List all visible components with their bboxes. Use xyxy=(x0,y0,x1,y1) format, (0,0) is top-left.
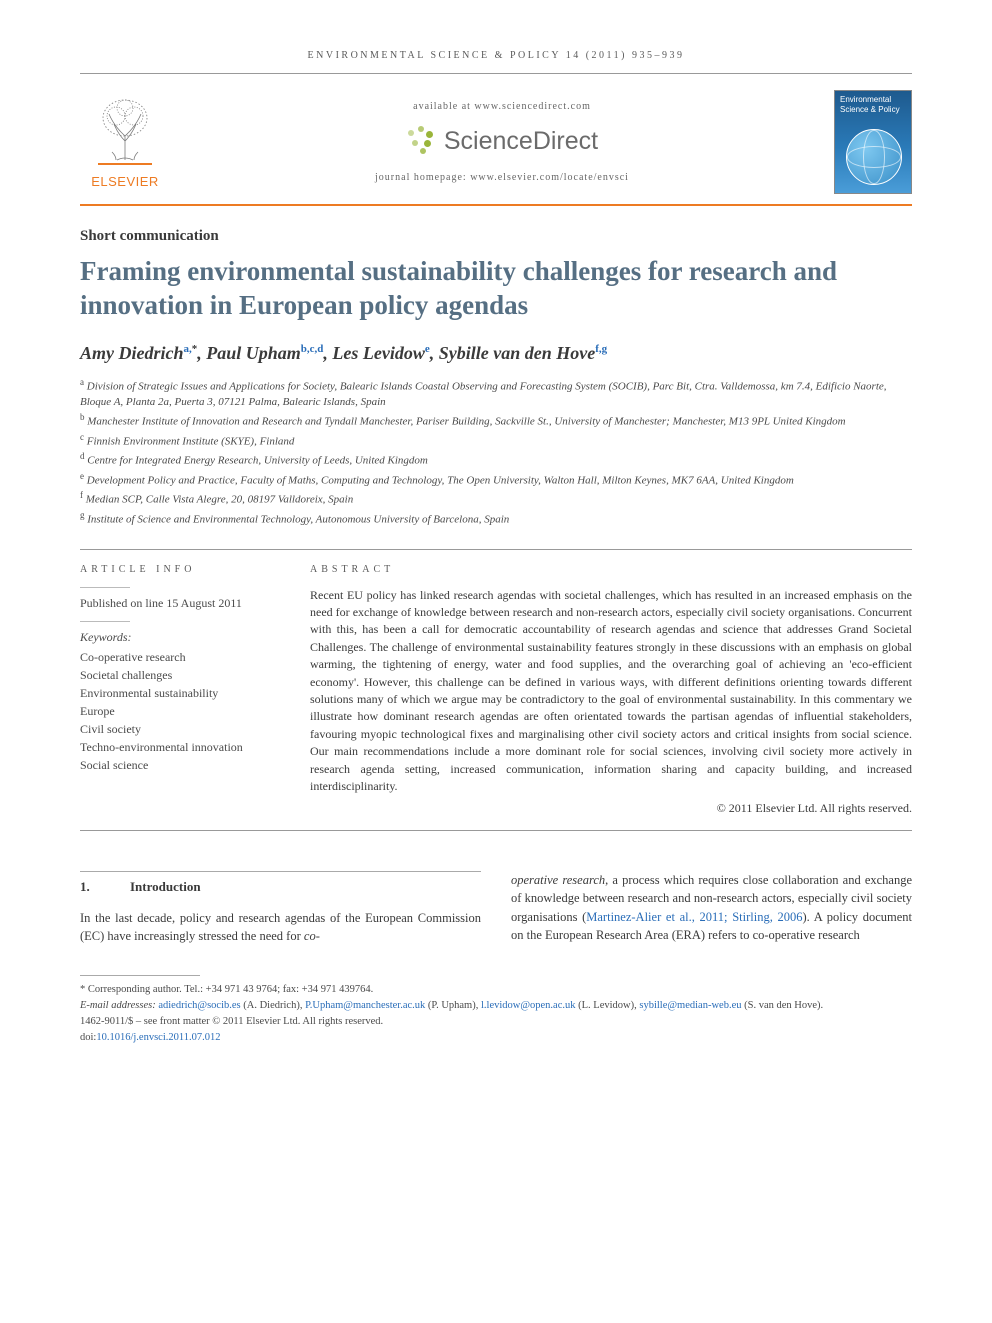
accent-rule xyxy=(80,204,912,206)
publisher-wordmark: ELSEVIER xyxy=(80,174,170,189)
footnotes: * Corresponding author. Tel.: +34 971 43… xyxy=(80,967,912,1045)
sciencedirect-wordmark: ScienceDirect xyxy=(444,127,598,156)
abstract-label: ABSTRACT xyxy=(310,564,912,575)
section-heading: 1.Introduction xyxy=(80,871,481,897)
body-paragraph: In the last decade, policy and research … xyxy=(80,909,481,945)
running-head: ENVIRONMENTAL SCIENCE & POLICY 14 (2011)… xyxy=(80,50,912,61)
abstract-column: ABSTRACT Recent EU policy has linked res… xyxy=(310,564,912,817)
abstract-copyright: © 2011 Elsevier Ltd. All rights reserved… xyxy=(310,801,912,816)
journal-cover-title: Environmental Science & Policy xyxy=(835,91,911,118)
author-list: Amy Diedricha,*, Paul Uphamb,c,d, Les Le… xyxy=(80,343,912,364)
sciencedirect-logo: ScienceDirect xyxy=(406,126,598,156)
masthead-center: available at www.sciencedirect.com Scien… xyxy=(170,101,834,183)
email-addresses: E-mail addresses: adiedrich@socib.es (A.… xyxy=(80,998,912,1014)
doi-link[interactable]: 10.1016/j.envsci.2011.07.012 xyxy=(96,1032,220,1043)
body-column-left: 1.Introduction In the last decade, polic… xyxy=(80,871,481,945)
section-title: Introduction xyxy=(130,879,201,894)
email-list: adiedrich@socib.es (A. Diedrich), P.Upha… xyxy=(158,1000,823,1011)
journal-cover-thumbnail: Environmental Science & Policy xyxy=(834,90,912,194)
abstract-text: Recent EU policy has linked research age… xyxy=(310,587,912,796)
body-column-right: operative research, a process which requ… xyxy=(511,871,912,945)
info-abstract-row: ARTICLE INFO Published on line 15 August… xyxy=(80,549,912,832)
elsevier-tree-icon xyxy=(94,96,156,166)
globe-icon xyxy=(846,129,902,185)
masthead: ELSEVIER available at www.sciencedirect.… xyxy=(80,84,912,204)
body-paragraph: operative research, a process which requ… xyxy=(511,871,912,944)
info-divider xyxy=(80,587,130,588)
keyword-list: Co-operative researchSocietal challenges… xyxy=(80,648,280,774)
published-online: Published on line 15 August 2011 xyxy=(80,596,280,611)
article-info-label: ARTICLE INFO xyxy=(80,564,280,575)
doi-line: doi:10.1016/j.envsci.2011.07.012 xyxy=(80,1030,912,1046)
doi-label: doi: xyxy=(80,1032,96,1043)
article-info-column: ARTICLE INFO Published on line 15 August… xyxy=(80,564,280,817)
affiliations: a Division of Strategic Issues and Appli… xyxy=(80,376,912,529)
keywords-label: Keywords: xyxy=(80,630,280,645)
journal-homepage-line: journal homepage: www.elsevier.com/locat… xyxy=(170,172,834,183)
front-matter-line: 1462-9011/$ – see front matter © 2011 El… xyxy=(80,1014,912,1030)
article-type: Short communication xyxy=(80,228,912,245)
info-divider xyxy=(80,621,130,622)
emails-label: E-mail addresses: xyxy=(80,1000,156,1011)
footnotes-rule xyxy=(80,975,200,976)
article-title: Framing environmental sustainability cha… xyxy=(80,255,912,323)
body-columns: 1.Introduction In the last decade, polic… xyxy=(80,871,912,945)
availability-line: available at www.sciencedirect.com xyxy=(170,101,834,112)
top-rule xyxy=(80,73,912,74)
publisher-logo-block: ELSEVIER xyxy=(80,96,170,189)
corresponding-author: * Corresponding author. Tel.: +34 971 43… xyxy=(80,982,912,998)
section-number: 1. xyxy=(80,878,130,897)
sciencedirect-swoosh-icon xyxy=(406,126,436,156)
